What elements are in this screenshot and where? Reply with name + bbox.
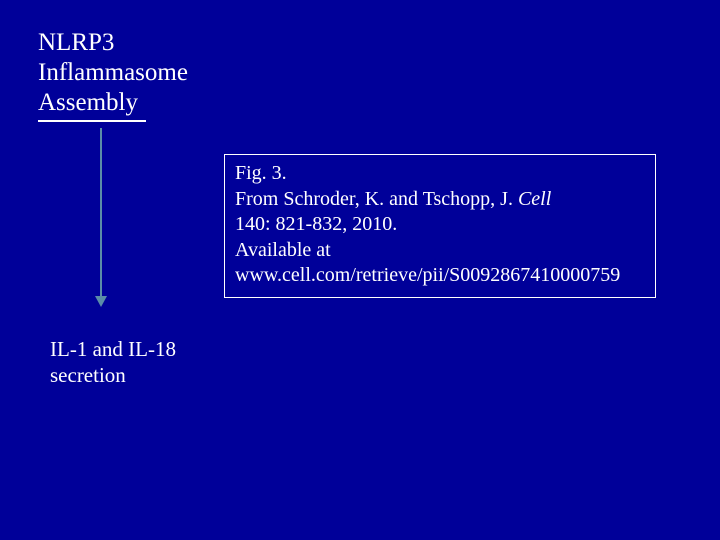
- caption-line-2-prefix: From Schroder, K. and Tschopp, J.: [235, 188, 518, 210]
- arrow-down-icon: [95, 296, 107, 307]
- title-underline: [38, 120, 146, 122]
- slide-title: NLRP3 Inflammasome Assembly: [38, 28, 188, 118]
- bottom-label-line-2: secretion: [50, 362, 176, 388]
- arrow-line: [100, 128, 102, 298]
- bottom-label: IL-1 and IL-18 secretion: [50, 336, 176, 389]
- caption-line-2: From Schroder, K. and Tschopp, J. Cell: [235, 187, 645, 213]
- bottom-label-line-1: IL-1 and IL-18: [50, 336, 176, 362]
- title-line-2: Inflammasome: [38, 58, 188, 88]
- caption-line-1: Fig. 3.: [235, 161, 645, 187]
- caption-line-3: 140: 821-832, 2010.: [235, 212, 645, 238]
- caption-line-5: www.cell.com/retrieve/pii/S0092867410000…: [235, 263, 645, 289]
- caption-line-4: Available at: [235, 238, 645, 264]
- title-line-3: Assembly: [38, 88, 188, 118]
- title-line-1: NLRP3: [38, 28, 188, 58]
- slide: NLRP3 Inflammasome Assembly Fig. 3. From…: [0, 0, 720, 540]
- caption-box: Fig. 3. From Schroder, K. and Tschopp, J…: [224, 154, 656, 298]
- caption-line-2-italic: Cell: [518, 188, 551, 210]
